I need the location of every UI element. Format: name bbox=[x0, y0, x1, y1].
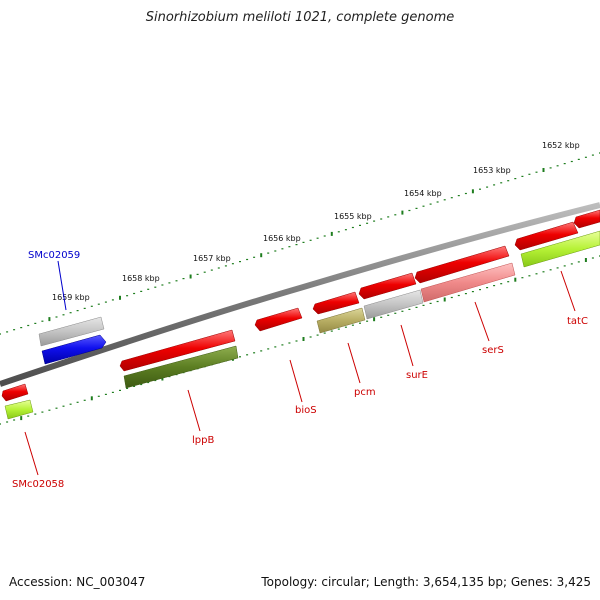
scale-label-1658: 1658 kbp bbox=[122, 274, 160, 283]
leader-sers bbox=[474, 301, 490, 342]
scale-label-1654: 1654 kbp bbox=[404, 189, 442, 198]
gene-label-sers: serS bbox=[482, 345, 504, 356]
gene-arrow-1 bbox=[1, 383, 29, 402]
scale-label-1659: 1659 kbp bbox=[52, 293, 90, 302]
gene-arrow-smc02059-gray bbox=[38, 316, 105, 347]
accession-text: Accession: NC_003047 bbox=[9, 575, 146, 589]
gene-label-lppb: lppB bbox=[192, 435, 214, 446]
gene-arrow-5 bbox=[414, 245, 510, 284]
gene-arrow-7 bbox=[573, 209, 600, 229]
genome-backbone bbox=[0, 202, 600, 387]
leader-sure bbox=[400, 324, 414, 367]
gene-arrow-bios bbox=[254, 307, 303, 332]
leader-smc02058 bbox=[24, 431, 39, 476]
gene-arrow-6 bbox=[514, 221, 579, 251]
outer-scale-ticks bbox=[0, 152, 600, 335]
scale-label-1657: 1657 kbp bbox=[193, 254, 231, 263]
gene-label-bios: bioS bbox=[295, 405, 317, 416]
scale-label-1653: 1653 kbp bbox=[473, 166, 511, 175]
gene-arrow-sure bbox=[363, 289, 424, 320]
inner-scale-ticks bbox=[0, 255, 600, 425]
leader-smc02059 bbox=[57, 260, 67, 311]
gene-arrow-smc02059-blue bbox=[41, 334, 107, 365]
gene-arrow-3 bbox=[312, 291, 360, 315]
gene-arrow-tatc bbox=[520, 230, 600, 268]
leader-tatc bbox=[560, 270, 576, 312]
gene-label-pcm: pcm bbox=[354, 387, 376, 398]
scale-label-1656: 1656 kbp bbox=[263, 234, 301, 243]
gene-label-smc02058: SMc02058 bbox=[12, 479, 64, 490]
gene-arrow-sers bbox=[420, 262, 516, 303]
gene-label-sure: surE bbox=[406, 370, 428, 381]
gene-arrow-pcm bbox=[316, 307, 366, 334]
gene-arrow-lppb-olive bbox=[123, 345, 239, 389]
gene-arrow-4 bbox=[358, 272, 417, 300]
leader-pcm bbox=[347, 342, 361, 384]
gene-label-smc02059: SMc02059 bbox=[28, 250, 80, 261]
scale-label-1655: 1655 kbp bbox=[334, 212, 372, 221]
gene-label-tatc: tatC bbox=[567, 316, 588, 327]
map-title: Sinorhizobium meliloti 1021, complete ge… bbox=[145, 10, 455, 25]
scale-label-1652: 1652 kbp bbox=[542, 141, 580, 150]
gene-arrow-2 bbox=[4, 399, 34, 420]
gene-arrow-lppb-red bbox=[119, 329, 236, 372]
leader-lppb bbox=[187, 389, 201, 432]
genome-summary-text: Topology: circular; Length: 3,654,135 bp… bbox=[261, 575, 591, 589]
leader-bios bbox=[289, 359, 303, 403]
